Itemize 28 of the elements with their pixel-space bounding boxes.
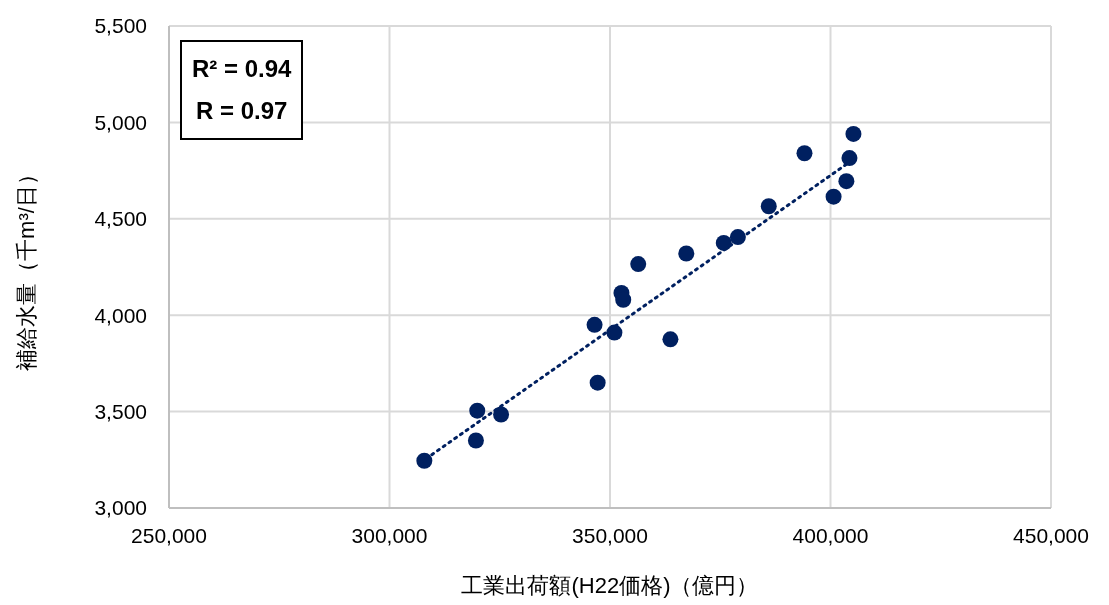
x-tick-label: 400,000 bbox=[792, 523, 869, 547]
point bbox=[586, 316, 603, 333]
y-tick-label: 5,000 bbox=[94, 110, 147, 134]
point bbox=[630, 256, 647, 273]
annotation: R = 0.97 bbox=[195, 96, 289, 126]
point bbox=[678, 245, 695, 262]
point bbox=[845, 125, 862, 142]
annotation: R² = 0.94 bbox=[192, 54, 292, 84]
y-axis-title: 補給水量（千m³/日） bbox=[13, 163, 39, 371]
x-tick-label: 250,000 bbox=[131, 523, 207, 547]
x-tick-label: 450,000 bbox=[1013, 523, 1089, 547]
point bbox=[760, 198, 777, 215]
point bbox=[469, 402, 486, 419]
point bbox=[838, 173, 855, 190]
y-tick-label: 4,000 bbox=[94, 303, 147, 327]
y-tick-label: 5,500 bbox=[94, 14, 147, 38]
y-tick-label: 4,500 bbox=[94, 207, 147, 231]
y-tick-label: 3,500 bbox=[94, 400, 147, 424]
point bbox=[467, 432, 484, 449]
x-tick-label: 350,000 bbox=[572, 523, 648, 547]
x-axis-title: 工業出荷額(H22価格)（億円） bbox=[461, 573, 759, 598]
point bbox=[825, 188, 842, 205]
point bbox=[796, 145, 813, 162]
point bbox=[662, 331, 679, 348]
x-tick-label: 300,000 bbox=[351, 523, 428, 547]
point bbox=[493, 406, 510, 423]
point bbox=[589, 374, 606, 391]
y-tick-label: 3,000 bbox=[94, 496, 147, 520]
